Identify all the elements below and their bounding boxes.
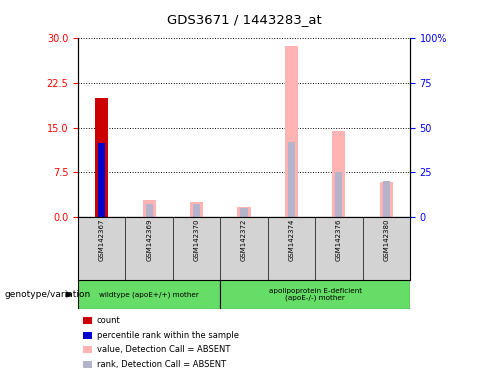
Text: GSM142370: GSM142370 [194,219,200,262]
Bar [241,208,247,217]
Bar [285,46,298,217]
Bar [78,280,220,309]
Text: genotype/variation: genotype/variation [5,290,91,299]
Text: value, Detection Call = ABSENT: value, Detection Call = ABSENT [97,345,230,354]
Text: GSM142367: GSM142367 [99,219,105,262]
Bar [190,202,203,217]
Text: GSM142380: GSM142380 [383,219,389,262]
Bar [332,131,346,217]
Text: count: count [97,316,121,325]
Text: GSM142376: GSM142376 [336,219,342,262]
Text: percentile rank within the sample: percentile rank within the sample [97,331,239,340]
Bar [145,204,153,217]
Bar [335,172,343,217]
Text: GSM142372: GSM142372 [241,219,247,261]
Bar [142,200,156,217]
Bar [237,207,251,217]
Bar [95,98,108,217]
Bar [383,181,390,217]
Text: GDS3671 / 1443283_at: GDS3671 / 1443283_at [166,13,322,26]
Bar [220,280,410,309]
Bar [98,142,105,217]
Bar [193,204,200,217]
Text: GSM142374: GSM142374 [288,219,294,261]
Bar [288,142,295,217]
Bar [380,182,393,217]
Text: rank, Detection Call = ABSENT: rank, Detection Call = ABSENT [97,360,226,369]
Text: wildtype (apoE+/+) mother: wildtype (apoE+/+) mother [99,291,199,298]
Text: apolipoprotein E-deficient
(apoE-/-) mother: apolipoprotein E-deficient (apoE-/-) mot… [268,288,362,301]
Text: GSM142369: GSM142369 [146,219,152,262]
